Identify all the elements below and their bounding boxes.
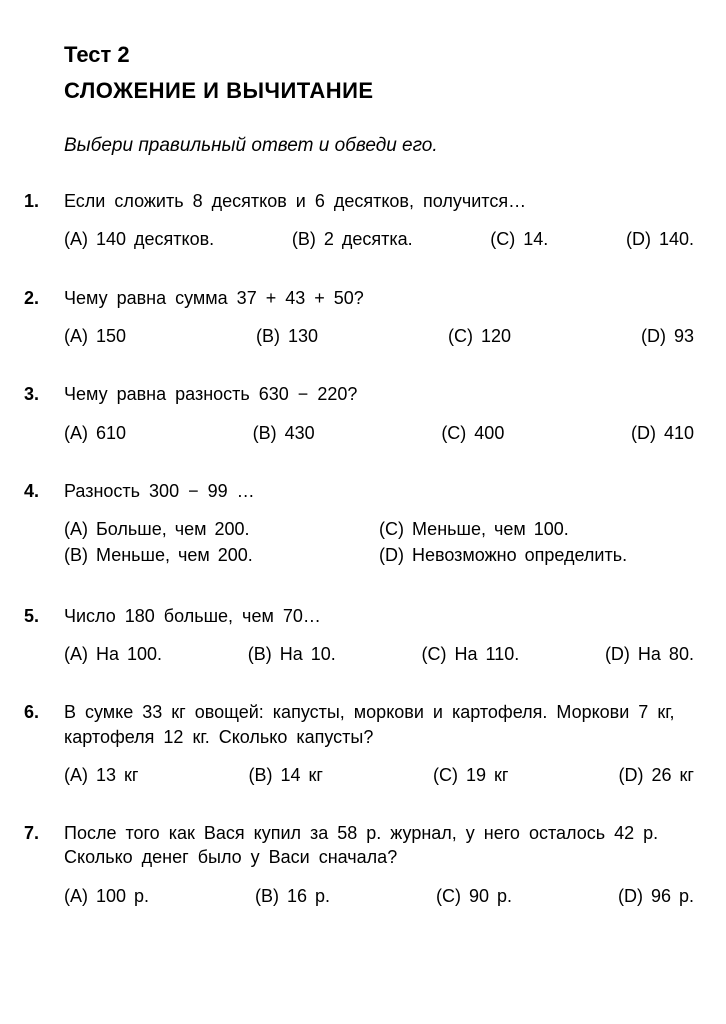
option-d[interactable]: (D) 26 кг <box>619 763 694 787</box>
option-c[interactable]: (C) Меньше, чем 100. <box>379 517 694 541</box>
question-number: 4. <box>24 479 64 570</box>
option-c[interactable]: (C) 19 кг <box>433 763 508 787</box>
option-a[interactable]: (A) 150 <box>64 324 126 348</box>
option-b[interactable]: (B) Меньше, чем 200. <box>64 543 379 567</box>
question-7: 7. После того как Вася купил за 58 р. жу… <box>24 821 694 908</box>
question-number: 2. <box>24 286 64 349</box>
header: Тест 2 СЛОЖЕНИЕ И ВЫЧИТАНИЕ <box>64 40 694 105</box>
question-3: 3. Чему равна разность 630 − 220? (A) 61… <box>24 382 694 445</box>
question-2: 2. Чему равна сумма 37 + 43 + 50? (A) 15… <box>24 286 694 349</box>
option-b[interactable]: (B) 130 <box>256 324 318 348</box>
option-b[interactable]: (B) 14 кг <box>249 763 323 787</box>
option-a[interactable]: (A) На 100. <box>64 642 162 666</box>
instruction: Выбери правильный ответ и обведи его. <box>64 133 694 159</box>
question-text: В сумке 33 кг овощей: капусты, моркови и… <box>64 700 694 749</box>
option-c[interactable]: (C) 90 р. <box>436 884 512 908</box>
option-d[interactable]: (D) 96 р. <box>618 884 694 908</box>
question-number: 3. <box>24 382 64 445</box>
question-number: 5. <box>24 604 64 667</box>
option-c[interactable]: (C) 14. <box>490 227 548 251</box>
option-c[interactable]: (C) 120 <box>448 324 511 348</box>
option-c[interactable]: (C) На 110. <box>422 642 520 666</box>
question-text: Чему равна сумма 37 + 43 + 50? <box>64 286 694 310</box>
test-label: Тест 2 <box>64 40 694 70</box>
question-number: 7. <box>24 821 64 908</box>
option-b[interactable]: (B) 2 десятка. <box>292 227 413 251</box>
question-text: Число 180 больше, чем 70… <box>64 604 694 628</box>
question-6: 6. В сумке 33 кг овощей: капусты, морков… <box>24 700 694 787</box>
question-number: 6. <box>24 700 64 787</box>
option-a[interactable]: (A) 13 кг <box>64 763 138 787</box>
option-d[interactable]: (D) 410 <box>631 421 694 445</box>
question-text: Чему равна разность 630 − 220? <box>64 382 694 406</box>
page-title: СЛОЖЕНИЕ И ВЫЧИТАНИЕ <box>64 76 694 106</box>
option-b[interactable]: (B) 430 <box>253 421 315 445</box>
question-text: После того как Вася купил за 58 р. журна… <box>64 821 694 870</box>
option-b[interactable]: (B) 16 р. <box>255 884 330 908</box>
option-d[interactable]: (D) 93 <box>641 324 694 348</box>
option-a[interactable]: (A) Больше, чем 200. <box>64 517 379 541</box>
question-1: 1. Если сложить 8 десятков и 6 десятков,… <box>24 189 694 252</box>
question-4: 4. Разность 300 − 99 … (A) Больше, чем 2… <box>24 479 694 570</box>
option-a[interactable]: (A) 100 р. <box>64 884 149 908</box>
option-b[interactable]: (B) На 10. <box>248 642 336 666</box>
question-text: Если сложить 8 десятков и 6 десятков, по… <box>64 189 694 213</box>
option-d[interactable]: (D) На 80. <box>605 642 694 666</box>
option-d[interactable]: (D) Невозможно определить. <box>379 543 694 567</box>
option-c[interactable]: (C) 400 <box>441 421 504 445</box>
option-a[interactable]: (A) 140 десятков. <box>64 227 214 251</box>
question-text: Разность 300 − 99 … <box>64 479 694 503</box>
question-5: 5. Число 180 больше, чем 70… (A) На 100.… <box>24 604 694 667</box>
option-a[interactable]: (A) 610 <box>64 421 126 445</box>
option-d[interactable]: (D) 140. <box>626 227 694 251</box>
question-number: 1. <box>24 189 64 252</box>
